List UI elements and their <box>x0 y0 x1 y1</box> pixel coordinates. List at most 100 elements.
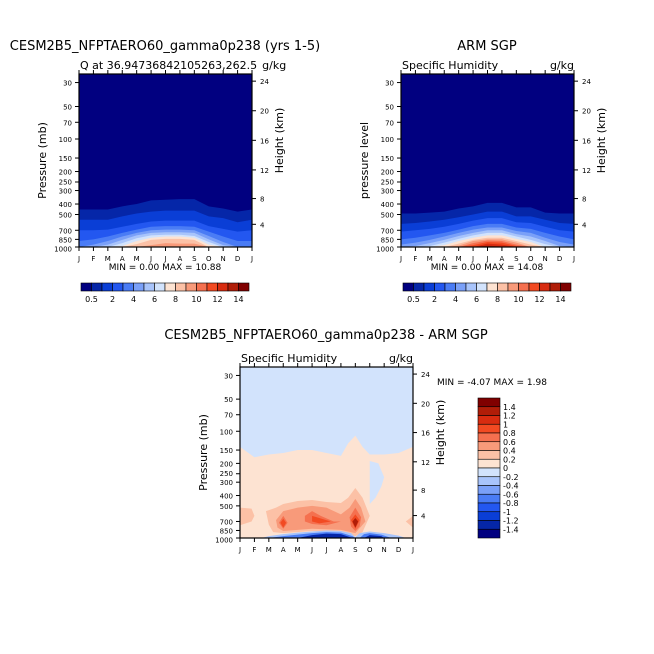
y-tick-label: 200 <box>59 169 72 177</box>
y-axis-label: Pressure (mb) <box>36 122 49 199</box>
colorbar-label: 10 <box>191 295 201 304</box>
y-tick-label: 300 <box>220 479 233 487</box>
x-tick-label: J <box>250 255 253 263</box>
y-axis-label: pressure level <box>358 122 371 199</box>
colorbar-label: 6 <box>152 295 157 304</box>
colorbar-label: -0.2 <box>503 473 519 482</box>
chart-subtitle-left: Specific Humidity <box>241 352 338 365</box>
x-tick-label: A <box>500 255 505 263</box>
x-tick-label: J <box>324 546 327 554</box>
x-tick-label: J <box>163 255 166 263</box>
colorbar-box <box>477 493 501 504</box>
x-tick-label: N <box>382 546 387 554</box>
y-tick-label: 100 <box>220 428 233 436</box>
y-tick-label: 1000 <box>215 537 233 545</box>
height-tick-label: 12 <box>582 167 591 175</box>
colorbar-box <box>486 282 498 292</box>
plot-area <box>240 367 413 538</box>
contour-region-below--1.2 <box>363 535 385 538</box>
colorbar-label: 14 <box>233 295 243 304</box>
x-tick-label: J <box>310 546 313 554</box>
colorbar-label: 0.5 <box>407 295 420 304</box>
colorbar-box <box>477 441 501 451</box>
height-tick-label: 12 <box>421 459 430 467</box>
contour-region-above-0.8 <box>312 515 331 524</box>
colorbar-label: 2 <box>432 295 437 304</box>
colorbar-label: -0.6 <box>503 490 519 499</box>
colorbar-box <box>477 458 501 469</box>
y-tick-label: 850 <box>381 236 394 244</box>
y-tick-label: 150 <box>59 155 72 163</box>
colorbar-box <box>402 282 414 292</box>
y-tick-label: 850 <box>220 527 233 535</box>
y-tick-label: 100 <box>381 136 394 144</box>
x-tick-label: F <box>91 255 95 263</box>
height-tick-label: 8 <box>421 487 425 495</box>
contour-region-below--1.2 <box>297 533 353 538</box>
y-axis-label: Pressure (mb) <box>197 414 210 491</box>
height-tick-label: 4 <box>421 513 426 521</box>
x-tick-label: M <box>456 255 462 263</box>
y-tick-label: 200 <box>381 169 394 177</box>
y-tick-label: 400 <box>381 201 394 209</box>
y-tick-label: 400 <box>59 201 72 209</box>
y-tick-label: 250 <box>381 179 394 187</box>
colorbar-label: 0.4 <box>503 447 516 456</box>
chart-title: CESM2B5_NFPTAERO60_gamma0p238 (yrs 1-5) <box>10 39 320 54</box>
colorbar-label: 12 <box>534 295 544 304</box>
colorbar-box <box>539 282 551 292</box>
height-tick-label: 16 <box>260 137 269 145</box>
colorbar-box <box>413 282 425 292</box>
y-tick-label: 50 <box>63 104 72 112</box>
y-tick-label: 30 <box>385 80 394 88</box>
x-tick-label: N <box>221 255 226 263</box>
x-tick-label: D <box>396 546 401 554</box>
colorbar-box <box>143 282 155 292</box>
x-tick-label: O <box>367 546 373 554</box>
colorbar-box <box>434 282 446 292</box>
colorbar-label: 0.5 <box>85 295 98 304</box>
height-axis-label: Height (km) <box>273 108 286 174</box>
colorbar: 0.5 2 4 6 8 10 12 14 <box>80 282 250 304</box>
colorbar-label: 0 <box>503 464 508 473</box>
x-tick-label: M <box>295 546 301 554</box>
colorbar-box <box>528 282 540 292</box>
colorbar-box <box>477 476 501 486</box>
height-tick-label: 24 <box>582 78 591 86</box>
colorbar-box <box>227 282 239 292</box>
height-axis-label: Height (km) <box>434 400 447 466</box>
colorbar-box <box>423 282 435 292</box>
x-tick-label: J <box>411 546 414 554</box>
colorbar-box <box>477 432 501 443</box>
y-tick-label: 500 <box>59 211 72 219</box>
x-tick-label: J <box>399 255 402 263</box>
colorbar-box <box>444 282 456 292</box>
colorbar-box <box>122 282 134 292</box>
y-tick-label: 50 <box>224 396 233 404</box>
min-max-stats: MIN = 0.00 MAX = 14.08 <box>431 263 544 273</box>
colorbar-box <box>507 282 519 292</box>
colorbar-box <box>455 282 467 292</box>
y-tick-label: 850 <box>59 236 72 244</box>
colorbar-box <box>465 282 477 292</box>
colorbar-box <box>154 282 166 292</box>
y-tick-label: 200 <box>220 460 233 468</box>
colorbar-label: -1.4 <box>503 525 519 534</box>
plot-area <box>79 74 252 247</box>
height-tick-label: 20 <box>260 108 269 116</box>
x-tick-label: J <box>149 255 152 263</box>
colorbar-label: 2 <box>110 295 115 304</box>
colorbar-label: -0.4 <box>503 482 519 491</box>
x-tick-label: M <box>266 546 272 554</box>
chart-subtitle-left: Specific Humidity <box>402 59 499 72</box>
height-tick-label: 4 <box>582 221 587 229</box>
colorbar-box <box>477 423 501 434</box>
x-tick-label: F <box>252 546 256 554</box>
contour-fill-level-12 <box>401 243 574 247</box>
colorbar-label: -0.8 <box>503 499 519 508</box>
colorbar-label: 14 <box>555 295 565 304</box>
x-tick-label: S <box>514 255 519 263</box>
chart-title: CESM2B5_NFPTAERO60_gamma0p238 - ARM SGP <box>164 328 488 343</box>
x-tick-label: S <box>353 546 358 554</box>
